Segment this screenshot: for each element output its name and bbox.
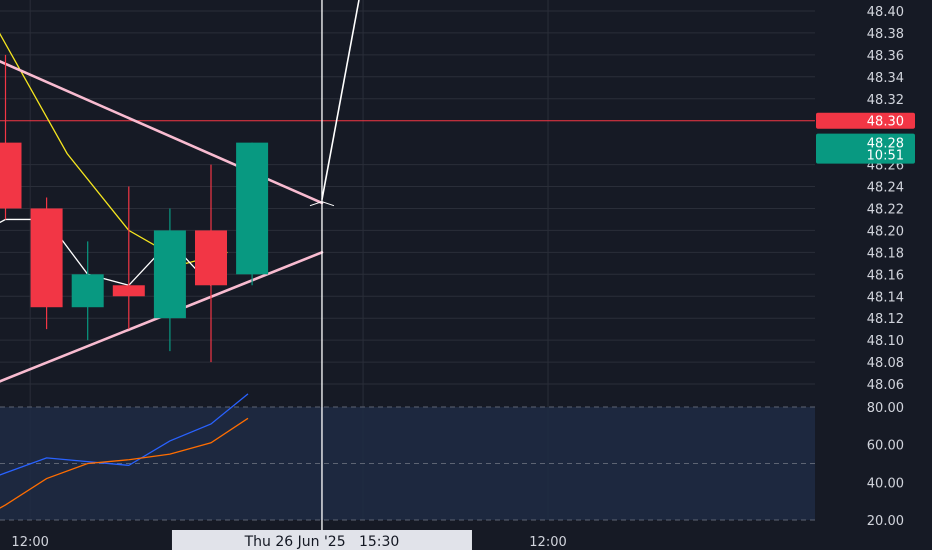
oscillator-tick-label: 60.00 xyxy=(867,439,904,454)
price-tick-label: 48.12 xyxy=(867,312,904,327)
candle-body xyxy=(30,208,63,308)
bar-countdown-label: 10:51 xyxy=(867,149,904,164)
projection-path xyxy=(321,0,360,200)
oscillator-tick-label: 40.00 xyxy=(867,476,904,491)
price-tick-label: 48.24 xyxy=(867,181,904,196)
candle-series xyxy=(0,54,269,363)
price-tick-label: 48.10 xyxy=(867,334,904,349)
price-tick-label: 48.16 xyxy=(867,268,904,283)
oscillator-line-1 xyxy=(0,393,249,476)
oscillator-series xyxy=(0,393,249,509)
oscillator-tick-label: 20.00 xyxy=(867,514,904,529)
price-tick-label: 48.38 xyxy=(867,27,904,42)
price-tick-label: 48.40 xyxy=(867,5,904,20)
trendline-2[interactable] xyxy=(0,251,324,387)
price-tick-label: 48.20 xyxy=(867,224,904,239)
price-tick-label: 48.36 xyxy=(867,49,904,64)
oscillator-band xyxy=(0,406,815,521)
current-price-label: 48.28 xyxy=(867,137,904,152)
time-tick-label: 12:00 xyxy=(11,535,48,550)
candle-body xyxy=(153,230,186,319)
crosshair-time-badge xyxy=(171,530,472,550)
price-tick-label: 48.18 xyxy=(867,246,904,261)
price-tick-label: 48.08 xyxy=(867,356,904,371)
price-tick-label: 48.06 xyxy=(867,378,904,393)
candle-body xyxy=(71,274,104,308)
oscillator-axis[interactable]: 80.00 60.00 40.00 20.00 xyxy=(867,401,904,529)
oscillator-line-2 xyxy=(0,417,249,509)
time-tick-label: 12:00 xyxy=(529,535,566,550)
price-tick-label: 48.32 xyxy=(867,93,904,108)
price-level-badge[interactable] xyxy=(816,112,915,129)
price-tick-label: 48.22 xyxy=(867,202,904,217)
crosshair-time-label: Thu 26 Jun '25 15:30 xyxy=(244,534,400,550)
oscillator-tick-label: 80.00 xyxy=(867,401,904,416)
candle-body xyxy=(195,230,227,286)
candle-body xyxy=(236,142,269,275)
time-axis[interactable]: 12:00 12:00 Thu 26 Jun '25 15:30 xyxy=(0,530,932,550)
current-price-badge xyxy=(816,133,915,164)
price-tick-label: 48.34 xyxy=(867,71,904,86)
price-tick-label: 48.14 xyxy=(867,290,904,305)
price-axis[interactable]: 48.4048.3848.3648.3448.3248.2648.2448.22… xyxy=(815,0,932,550)
candle-body xyxy=(0,142,22,209)
price-axis-background xyxy=(815,0,932,550)
candle-body xyxy=(112,285,145,297)
price-level-badge-label: 48.30 xyxy=(867,115,904,130)
